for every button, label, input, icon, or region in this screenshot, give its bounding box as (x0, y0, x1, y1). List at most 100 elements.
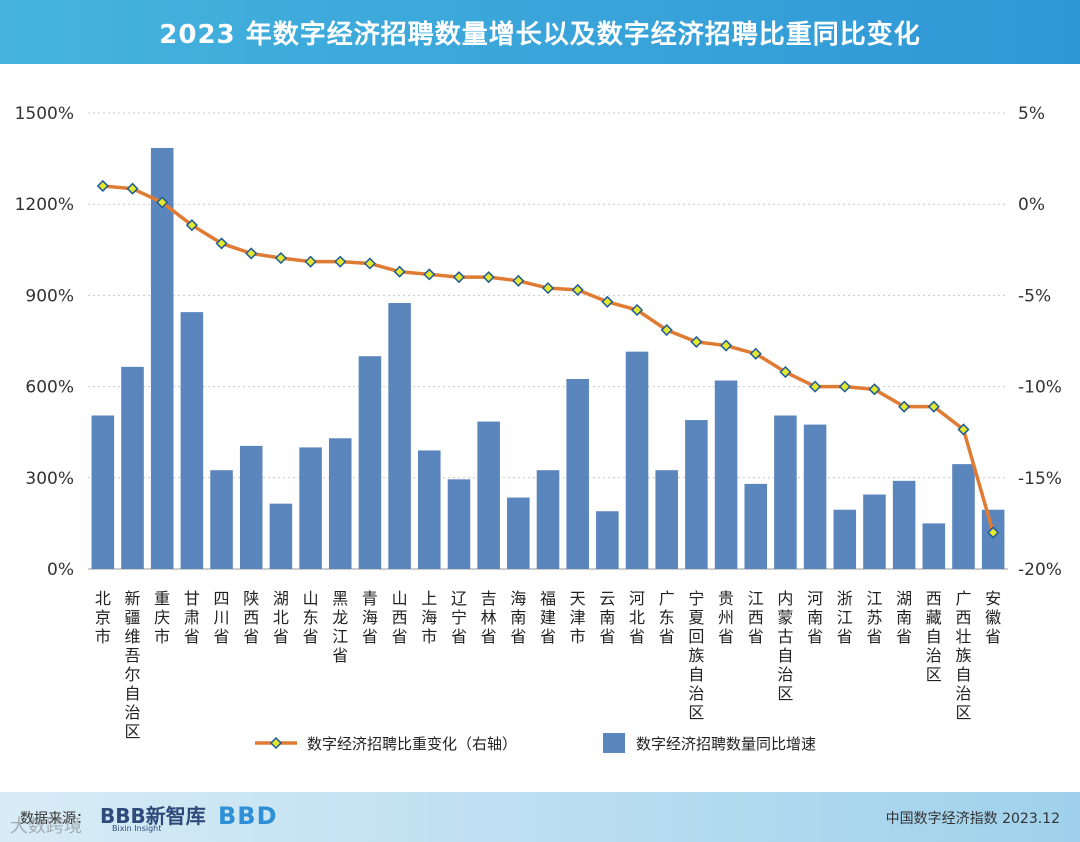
line-point (630, 303, 644, 317)
line-point (838, 380, 851, 393)
bar (714, 380, 738, 569)
legend-bar-label: 数字经济招聘数量同比增速 (636, 735, 816, 753)
bbd-logo: BBD (218, 802, 278, 830)
bar (388, 303, 411, 569)
line-point (927, 400, 940, 413)
left-axis-tick-label: 600% (25, 378, 74, 398)
bar (922, 523, 946, 569)
line-point (126, 182, 139, 195)
line-point (363, 257, 376, 270)
category-label: 云南省 (599, 589, 615, 646)
line-point (156, 196, 169, 209)
line-point (660, 323, 673, 337)
category-label: 新疆维吾尔自治区 (125, 589, 141, 741)
bixin-logo-subtitle: Bixin Insight (112, 824, 162, 833)
bar (596, 511, 619, 569)
line-point (898, 400, 911, 413)
bar (269, 503, 293, 569)
line-point (987, 526, 1000, 539)
line-point (690, 335, 703, 348)
chart-canvas: 0% 300% 600% 900% 1200% 1500% -20% -15% -10% -5% 0… (15, 104, 1062, 753)
category-label: 天津市 (570, 589, 586, 646)
bar (507, 497, 530, 569)
bar (952, 464, 975, 569)
category-label: 福建省 (540, 589, 556, 646)
category-label: 内蒙古自治区 (777, 589, 793, 703)
right-axis-tick-label: -5% (1018, 286, 1051, 306)
line-point (245, 247, 258, 260)
left-axis-tick-label: 0% (47, 560, 74, 580)
line-point (512, 274, 525, 287)
legend-bar-swatch (603, 733, 625, 753)
right-axis-tick-label: 5% (1018, 104, 1045, 124)
line-point (809, 380, 822, 393)
left-axis-tick-label: 1500% (15, 104, 74, 124)
line-point (334, 255, 347, 268)
line-point (957, 423, 970, 436)
left-axis-tick-label: 300% (25, 469, 74, 489)
bar (180, 312, 204, 569)
category-label: 广西壮族自治区 (955, 589, 971, 722)
line-point (185, 219, 198, 232)
bar (328, 438, 352, 569)
bar (91, 415, 115, 569)
bar (981, 509, 1005, 569)
category-label: 山东省 (303, 589, 319, 646)
legend-line-label: 数字经济招聘比重变化（右轴） (307, 735, 517, 753)
line-point (779, 365, 792, 379)
bar (121, 366, 144, 569)
line-point (571, 283, 584, 296)
bixin-logo: BBB新智库 (100, 804, 206, 828)
line-point (393, 265, 406, 278)
line-point (274, 251, 287, 265)
category-label: 浙江省 (837, 589, 853, 646)
bar (150, 147, 174, 569)
line-point (452, 271, 466, 284)
category-label: 重庆市 (154, 589, 170, 646)
bar (863, 494, 886, 569)
category-label: 青海省 (362, 589, 378, 646)
line-point (215, 237, 228, 250)
bar (447, 479, 471, 569)
watermark-text: 大数跨境 (10, 816, 82, 837)
category-label: 海南省 (510, 589, 526, 646)
line-point (423, 268, 436, 281)
line-point (720, 339, 733, 352)
category-label: 山西省 (392, 589, 408, 646)
line-point (601, 295, 614, 308)
category-label: 江西省 (748, 589, 764, 646)
line-point (96, 179, 109, 193)
category-label: 广东省 (659, 589, 675, 646)
right-axis-tick-label: 0% (1018, 195, 1045, 215)
category-label: 陕西省 (243, 589, 259, 646)
category-label: 宁夏回族自治区 (688, 589, 704, 722)
bar (744, 483, 768, 569)
category-label: 上海市 (421, 589, 437, 646)
category-label: 贵州省 (718, 589, 734, 646)
bar (566, 379, 589, 569)
bar (833, 509, 857, 569)
bar (774, 415, 797, 569)
chart-header: 2023 年数字经济招聘数量增长以及数字经济招聘比重同比变化 (0, 0, 1080, 64)
bar (299, 447, 322, 569)
line-point (482, 271, 495, 284)
category-label: 西藏自治区 (926, 589, 942, 684)
left-axis-tick-label: 1200% (15, 195, 74, 215)
category-label: 江苏省 (866, 589, 882, 646)
chart-title: 2023 年数字经济招聘数量增长以及数字经济招聘比重同比变化 (159, 19, 921, 50)
source-label: 数据来源： (20, 811, 90, 827)
index-label: 中国数字经济指数 2023.12 (885, 811, 1060, 827)
left-axis-tick-label: 900% (25, 286, 74, 306)
right-axis-tick-label: -10% (1018, 378, 1062, 398)
bar (625, 351, 649, 569)
line-point (868, 383, 881, 396)
category-label: 湖南省 (896, 589, 912, 646)
bar (210, 470, 233, 569)
bar (477, 421, 500, 569)
category-label: 河南省 (807, 589, 823, 646)
bar (655, 470, 678, 569)
category-label: 湖北省 (273, 589, 289, 646)
category-label: 四川省 (214, 589, 230, 646)
right-axis-tick-label: -20% (1018, 560, 1062, 580)
footer-bar: 数据来源： BBB新智库 Bixin Insight BBD 中国数字经济指数 … (0, 792, 1080, 842)
